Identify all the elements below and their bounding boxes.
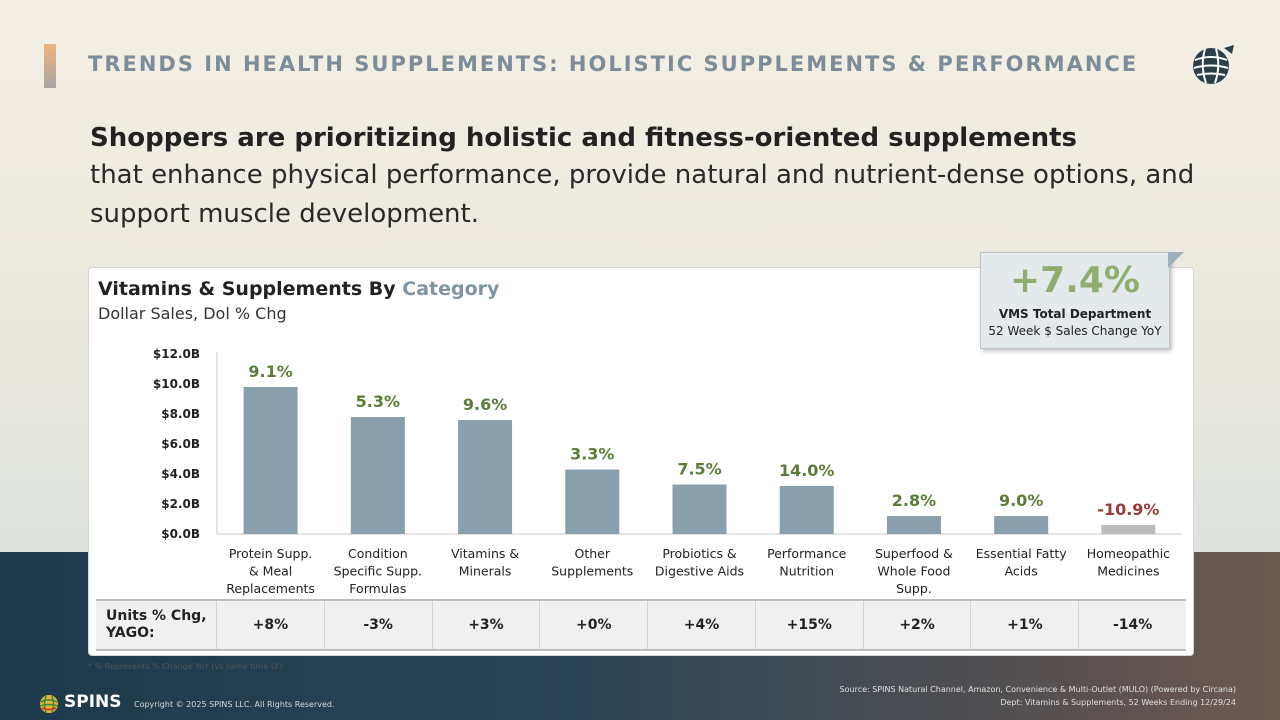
bar-data-label: -10.9%: [1097, 500, 1159, 519]
x-tick-label: Whole Food: [877, 564, 950, 579]
x-tick-label: Homeopathic: [1087, 546, 1170, 561]
bar: [1101, 525, 1156, 534]
footnote: * % Represents % Change YoY (vs same tim…: [88, 662, 283, 671]
units-cell: -14%: [1078, 601, 1186, 649]
units-cell: -3%: [323, 601, 432, 649]
units-cell: +0%: [539, 601, 647, 649]
bar-data-label: 9.6%: [463, 395, 507, 414]
bar: [994, 516, 1049, 534]
bar: [886, 516, 941, 534]
y-tick-label: $6.0B: [161, 437, 200, 451]
callout-sublabel: 52 Week $ Sales Change YoY: [988, 324, 1162, 338]
x-tick-label: Replacements: [226, 581, 315, 596]
bar-data-label: 14.0%: [779, 461, 835, 480]
bar-data-label: 3.3%: [570, 445, 614, 464]
y-tick-label: $2.0B: [161, 497, 200, 511]
bar: [565, 469, 620, 534]
x-tick-label: Vitamins &: [451, 546, 519, 561]
x-tick-label: Supp.: [896, 581, 932, 596]
y-tick-label: $4.0B: [161, 467, 200, 481]
x-tick-label: Superfood &: [875, 546, 953, 561]
headline-bold: Shoppers are prioritizing holistic and f…: [90, 123, 1077, 153]
y-tick-label: $8.0B: [161, 407, 200, 421]
bar: [779, 486, 834, 534]
units-cell: +8%: [216, 601, 324, 649]
copyright: Copyright © 2025 SPINS LLC. All Rights R…: [134, 700, 335, 709]
bar: [458, 420, 513, 534]
bar-data-label: 2.8%: [892, 491, 936, 510]
x-tick-label: Specific Supp.: [334, 564, 422, 579]
units-row-label: Units % Chg, YAGO:: [106, 608, 207, 641]
x-tick-label: Medicines: [1097, 564, 1159, 579]
x-tick-label: Probiotics &: [662, 546, 737, 561]
headline: Shoppers are prioritizing holistic and f…: [90, 120, 1210, 234]
source-note: Source: SPINS Natural Channel, Amazon, C…: [840, 683, 1236, 709]
units-row: Units % Chg, YAGO: +8% -3% +3% +0% +4% +…: [96, 599, 1186, 651]
x-tick-label: Performance: [767, 546, 847, 561]
units-cell: +15%: [754, 601, 863, 649]
globe-icon: [1193, 45, 1234, 84]
x-tick-label: Protein Supp.: [229, 546, 313, 561]
callout-label: VMS Total Department: [998, 307, 1152, 321]
bar: [672, 484, 727, 534]
x-tick-label: Supplements: [551, 564, 633, 579]
x-tick-label: Digestive Aids: [655, 564, 744, 579]
source-line-1: Source: SPINS Natural Channel, Amazon, C…: [839, 685, 1236, 694]
x-tick-label: Condition: [348, 546, 408, 561]
x-tick-label: Minerals: [459, 564, 512, 579]
chart-title: Vitamins & Supplements By Category: [98, 278, 499, 300]
bar-data-label: 7.5%: [677, 460, 721, 479]
chart-title-highlight: Category: [402, 278, 500, 300]
x-tick-label: Essential Fatty: [976, 546, 1068, 561]
total-department-callout: +7.4% VMS Total Department 52 Week $ Sal…: [980, 252, 1170, 349]
chart-subtitle: Dollar Sales, Dol % Chg: [98, 304, 287, 323]
x-tick-label: & Meal: [249, 564, 292, 579]
title-accent-bar: [44, 44, 56, 88]
bar-data-label: 9.0%: [999, 491, 1043, 510]
chart-title-main: Vitamins & Supplements By: [98, 278, 403, 300]
x-tick-label: Formulas: [349, 581, 406, 596]
y-tick-label: $10.0B: [153, 377, 200, 391]
y-tick-label: $0.0B: [161, 527, 200, 541]
x-tick-label: Other: [575, 546, 611, 561]
callout-fold-corner: [1168, 252, 1184, 268]
units-cell: +2%: [862, 601, 971, 649]
page-title: TRENDS IN HEALTH SUPPLEMENTS: HOLISTIC S…: [88, 52, 1139, 76]
bar: [350, 417, 405, 534]
bar-data-label: 9.1%: [248, 362, 292, 381]
source-line-2: Dept: Vitamins & Supplements, 52 Weeks E…: [1000, 698, 1236, 707]
x-tick-label: Acids: [1005, 564, 1038, 579]
bar-data-label: 5.3%: [356, 392, 400, 411]
spins-brand: SPINS: [64, 692, 122, 712]
headline-rest: that enhance physical performance, provi…: [90, 160, 1195, 229]
callout-value: +7.4%: [1009, 260, 1140, 301]
units-cell: +4%: [647, 601, 755, 649]
x-tick-label: Nutrition: [779, 564, 834, 579]
y-tick-label: $12.0B: [153, 347, 200, 361]
spins-logo-icon: [39, 695, 59, 713]
bar: [243, 387, 298, 534]
units-cell: +1%: [970, 601, 1078, 649]
units-cell: +3%: [431, 601, 540, 649]
